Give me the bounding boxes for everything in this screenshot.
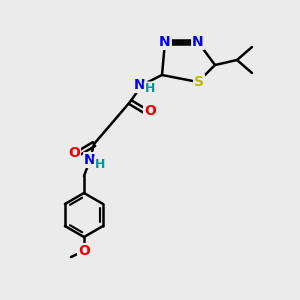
Text: O: O bbox=[68, 146, 80, 160]
Text: H: H bbox=[95, 158, 105, 170]
Text: N: N bbox=[192, 35, 204, 49]
Text: O: O bbox=[78, 244, 90, 258]
Text: N: N bbox=[134, 78, 146, 92]
Text: S: S bbox=[194, 75, 204, 89]
Text: N: N bbox=[159, 35, 171, 49]
Text: N: N bbox=[84, 153, 96, 167]
Text: O: O bbox=[144, 104, 156, 118]
Text: H: H bbox=[145, 82, 155, 95]
